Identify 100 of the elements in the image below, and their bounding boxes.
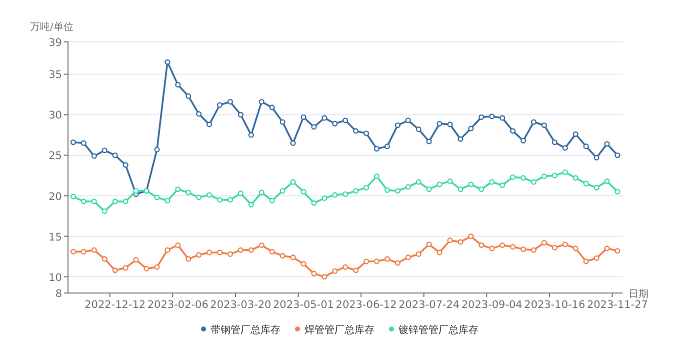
x-tick-label: 2023-10-16 xyxy=(524,299,586,311)
point xyxy=(447,178,453,184)
point xyxy=(227,98,234,105)
point xyxy=(384,144,390,150)
point xyxy=(468,233,474,240)
x-tick-label: 2023-11-27 xyxy=(586,299,648,311)
point xyxy=(552,244,558,250)
point xyxy=(144,266,150,272)
x-tick-label: 2023-03-20 xyxy=(210,299,272,311)
point xyxy=(311,270,317,276)
point xyxy=(332,192,338,198)
point xyxy=(458,186,464,192)
point xyxy=(520,246,526,252)
point xyxy=(374,258,380,264)
x-tick-label: 2023-06-12 xyxy=(336,299,397,311)
point xyxy=(614,152,620,158)
point xyxy=(133,256,139,263)
point xyxy=(122,265,128,271)
point xyxy=(154,264,160,270)
point xyxy=(353,128,359,134)
point xyxy=(562,145,568,151)
point xyxy=(248,132,254,138)
point xyxy=(102,148,108,154)
point xyxy=(394,188,400,194)
point xyxy=(269,104,275,110)
point xyxy=(500,242,506,248)
point xyxy=(112,152,118,158)
point xyxy=(102,208,108,214)
point xyxy=(238,190,244,196)
point xyxy=(133,188,139,194)
point xyxy=(436,120,442,126)
point xyxy=(405,184,411,190)
point xyxy=(300,114,306,120)
point xyxy=(122,162,128,168)
point xyxy=(196,111,202,117)
point xyxy=(342,264,348,270)
point xyxy=(583,144,589,150)
point xyxy=(530,179,537,185)
point xyxy=(374,146,380,152)
point xyxy=(405,254,411,260)
point xyxy=(164,198,170,204)
point xyxy=(510,174,516,180)
point xyxy=(374,174,380,180)
x-tick-label: 2023-02-06 xyxy=(147,299,209,311)
point xyxy=(322,274,328,280)
point xyxy=(436,182,442,188)
point xyxy=(604,246,610,252)
point xyxy=(280,188,286,194)
point xyxy=(604,178,610,184)
x-tick-label: 2023-07-24 xyxy=(398,299,460,311)
point xyxy=(186,190,192,196)
point xyxy=(80,248,86,254)
y-tick-label: 20 xyxy=(48,190,62,203)
point xyxy=(290,254,296,260)
point xyxy=(216,250,223,256)
point xyxy=(384,187,390,193)
x-tick-label: 2023-05-01 xyxy=(272,299,334,311)
point xyxy=(342,191,348,197)
point xyxy=(426,242,432,248)
legend-label: 镀锌管管厂总库存 xyxy=(398,324,478,336)
point xyxy=(468,182,474,188)
point xyxy=(112,268,118,274)
y-tick-label: 35 xyxy=(48,69,62,82)
point xyxy=(520,175,526,181)
point xyxy=(300,261,306,267)
point xyxy=(311,200,317,206)
x-tick-label: 2023-09-04 xyxy=(461,299,523,311)
point xyxy=(70,139,76,146)
point xyxy=(583,258,589,264)
point xyxy=(394,122,400,128)
point xyxy=(416,179,422,185)
point xyxy=(541,240,548,246)
legend-label: 带钢管厂总库存 xyxy=(210,324,280,336)
point xyxy=(520,138,526,144)
point xyxy=(122,198,128,204)
point xyxy=(196,252,202,258)
point xyxy=(154,194,160,200)
point xyxy=(614,248,620,254)
point xyxy=(384,256,390,262)
point xyxy=(530,119,537,125)
point xyxy=(91,198,97,204)
point xyxy=(91,153,97,159)
point xyxy=(112,198,118,204)
point xyxy=(70,248,76,254)
point xyxy=(248,202,254,208)
point xyxy=(227,197,234,203)
point xyxy=(594,255,600,261)
point xyxy=(436,250,442,256)
point xyxy=(478,242,484,248)
point xyxy=(541,174,548,180)
point xyxy=(216,197,223,203)
point xyxy=(80,198,86,204)
point xyxy=(102,256,108,262)
x-tick-label: 2022-12-12 xyxy=(84,299,146,311)
point xyxy=(541,122,548,128)
y-axis-title: 万吨/单位 xyxy=(30,21,74,33)
point xyxy=(604,141,610,147)
point xyxy=(510,128,516,134)
point xyxy=(530,247,537,253)
point xyxy=(489,179,495,185)
